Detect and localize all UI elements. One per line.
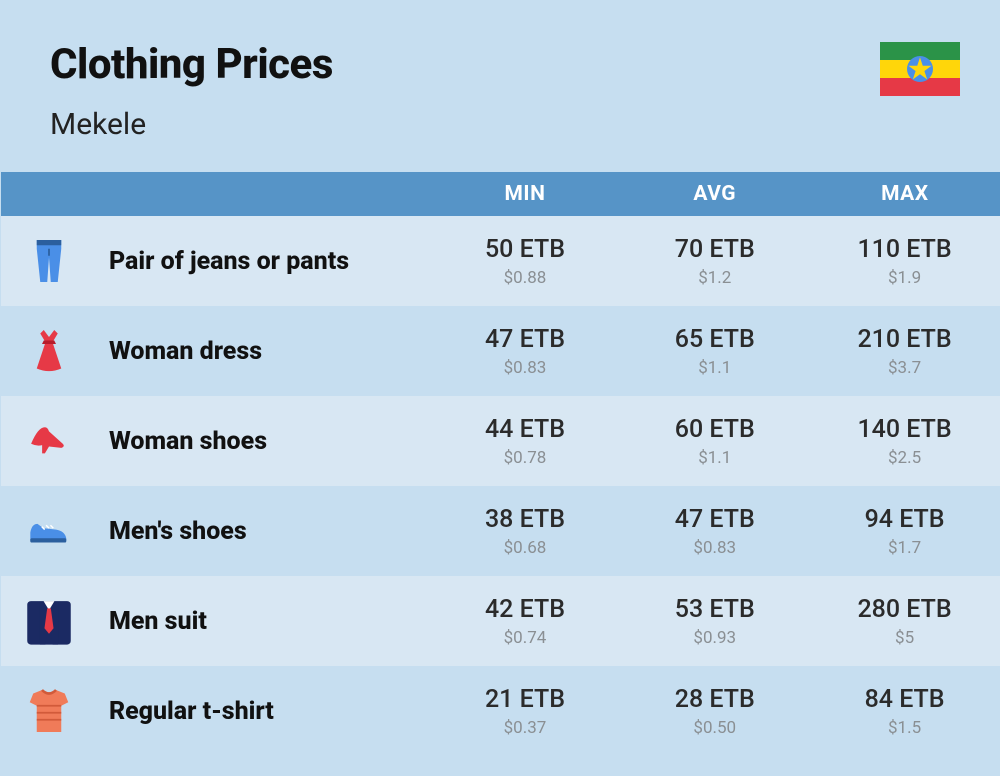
item-name: Regular t-shirt xyxy=(98,666,430,756)
avg-value: 70 ETB xyxy=(620,235,809,264)
avg-value-usd: $1.1 xyxy=(620,358,809,378)
max-value: 140 ETB xyxy=(810,415,999,444)
min-value-usd: $0.83 xyxy=(431,358,620,378)
item-name: Pair of jeans or pants xyxy=(98,216,430,306)
max-cell: 110 ETB $1.9 xyxy=(810,216,1000,306)
min-value: 21 ETB xyxy=(431,685,620,714)
jeans-icon xyxy=(1,216,99,306)
avg-value-usd: $0.93 xyxy=(620,628,809,648)
max-cell: 140 ETB $2.5 xyxy=(810,396,1000,486)
item-name: Men suit xyxy=(98,576,430,666)
min-value: 44 ETB xyxy=(431,415,620,444)
avg-value: 28 ETB xyxy=(620,685,809,714)
max-value-usd: $1.5 xyxy=(810,718,999,738)
avg-value: 47 ETB xyxy=(620,505,809,534)
table-row: Regular t-shirt21 ETB $0.3728 ETB $0.5084 … xyxy=(1,666,1000,756)
col-icon xyxy=(1,172,99,216)
table-row: Woman shoes44 ETB $0.7860 ETB $1.1140 ETB $… xyxy=(1,396,1000,486)
max-cell: 94 ETB $1.7 xyxy=(810,486,1000,576)
min-cell: 42 ETB $0.74 xyxy=(430,576,620,666)
table-header-row: MIN AVG MAX xyxy=(1,172,1000,216)
avg-cell: 28 ETB $0.50 xyxy=(620,666,810,756)
max-value-usd: $1.7 xyxy=(810,538,999,558)
dress-icon xyxy=(1,306,99,396)
max-value: 210 ETB xyxy=(810,325,999,354)
table-row: Woman dress47 ETB $0.8365 ETB $1.1210 ETB $… xyxy=(1,306,1000,396)
min-value-usd: $0.74 xyxy=(431,628,620,648)
max-value-usd: $3.7 xyxy=(810,358,999,378)
avg-value: 53 ETB xyxy=(620,595,809,624)
avg-value-usd: $0.50 xyxy=(620,718,809,738)
min-cell: 21 ETB $0.37 xyxy=(430,666,620,756)
col-name xyxy=(98,172,430,216)
avg-value-usd: $1.1 xyxy=(620,448,809,468)
min-value-usd: $0.68 xyxy=(431,538,620,558)
max-value: 110 ETB xyxy=(810,235,999,264)
header: Clothing Prices Mekele xyxy=(0,0,1000,172)
avg-value-usd: $0.83 xyxy=(620,538,809,558)
max-value: 280 ETB xyxy=(810,595,999,624)
avg-cell: 65 ETB $1.1 xyxy=(620,306,810,396)
col-avg: AVG xyxy=(620,172,810,216)
min-cell: 50 ETB $0.88 xyxy=(430,216,620,306)
item-name: Men's shoes xyxy=(98,486,430,576)
table-row: Pair of jeans or pants50 ETB$0.8870 ETB$… xyxy=(1,216,1000,306)
min-value: 47 ETB xyxy=(431,325,620,354)
min-value: 50 ETB xyxy=(431,235,620,264)
ethiopia-flag-icon xyxy=(880,42,960,96)
avg-value-usd: $1.2 xyxy=(620,268,809,288)
tshirt-icon xyxy=(1,666,99,756)
avg-cell: 47 ETB $0.83 xyxy=(620,486,810,576)
max-cell: 280 ETB $5 xyxy=(810,576,1000,666)
avg-value: 65 ETB xyxy=(620,325,809,354)
min-cell: 47 ETB $0.83 xyxy=(430,306,620,396)
suit-icon xyxy=(1,576,99,666)
max-cell: 210 ETB $3.7 xyxy=(810,306,1000,396)
max-value-usd: $2.5 xyxy=(810,448,999,468)
page-title: Clothing Prices xyxy=(50,40,950,89)
max-value: 84 ETB xyxy=(810,685,999,714)
col-max: MAX xyxy=(810,172,1000,216)
table-row: Men's shoes38 ETB $0.6847 ETB $0.8394 ETB $… xyxy=(1,486,1000,576)
min-cell: 38 ETB $0.68 xyxy=(430,486,620,576)
max-value-usd: $5 xyxy=(810,628,999,648)
avg-cell: 60 ETB $1.1 xyxy=(620,396,810,486)
table-row: Men suit42 ETB $0.7453 ETB $0.93280 ETB $5 xyxy=(1,576,1000,666)
avg-cell: 53 ETB $0.93 xyxy=(620,576,810,666)
avg-value: 60 ETB xyxy=(620,415,809,444)
col-min: MIN xyxy=(430,172,620,216)
max-cell: 84 ETB $1.5 xyxy=(810,666,1000,756)
min-value-usd: $0.88 xyxy=(431,268,620,288)
min-value: 42 ETB xyxy=(431,595,620,624)
min-value-usd: $0.37 xyxy=(431,718,620,738)
min-cell: 44 ETB $0.78 xyxy=(430,396,620,486)
max-value: 94 ETB xyxy=(810,505,999,534)
item-name: Woman shoes xyxy=(98,396,430,486)
heel-icon xyxy=(1,396,99,486)
min-value-usd: $0.78 xyxy=(431,448,620,468)
max-value-usd: $1.9 xyxy=(810,268,999,288)
price-table: MIN AVG MAX Pair of jeans or pants50 ETB… xyxy=(0,172,1000,756)
avg-cell: 70 ETB $1.2 xyxy=(620,216,810,306)
sneaker-icon xyxy=(1,486,99,576)
page-subtitle: Mekele xyxy=(50,107,950,142)
item-name: Woman dress xyxy=(98,306,430,396)
min-value: 38 ETB xyxy=(431,505,620,534)
